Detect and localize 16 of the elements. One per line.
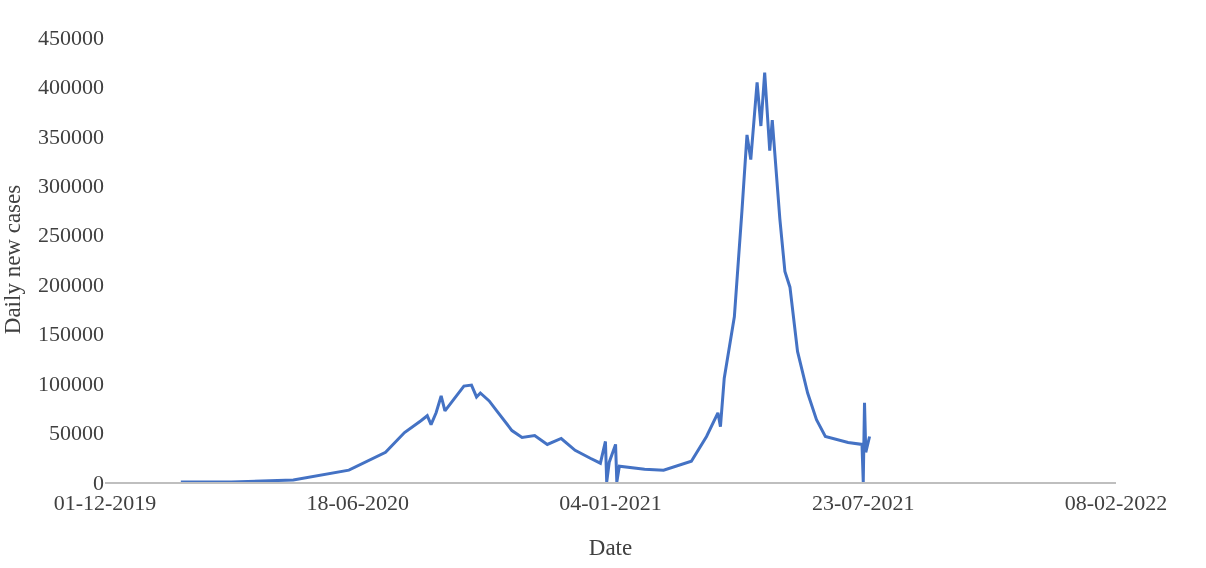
y-tick-label: 100000 xyxy=(38,370,104,396)
y-tick-label: 300000 xyxy=(38,173,104,199)
y-tick-label: 250000 xyxy=(38,222,104,248)
y-tick-label: 350000 xyxy=(38,123,104,149)
y-tick-label: 200000 xyxy=(38,271,104,297)
x-tick-label: 18-06-2020 xyxy=(306,490,410,516)
line-series xyxy=(179,71,872,482)
x-tick-label: 08-02-2022 xyxy=(1064,490,1168,516)
y-tick-label: 50000 xyxy=(49,420,104,446)
y-tick-label: 150000 xyxy=(38,321,104,347)
y-axis-title: Daily new cases xyxy=(0,184,26,335)
y-tick-label: 400000 xyxy=(38,74,104,100)
x-tick-label: 23-07-2021 xyxy=(811,490,915,516)
x-tick-label: 04-01-2021 xyxy=(559,490,662,516)
x-axis-title: Date xyxy=(588,535,633,561)
y-tick-label: 450000 xyxy=(38,24,104,50)
